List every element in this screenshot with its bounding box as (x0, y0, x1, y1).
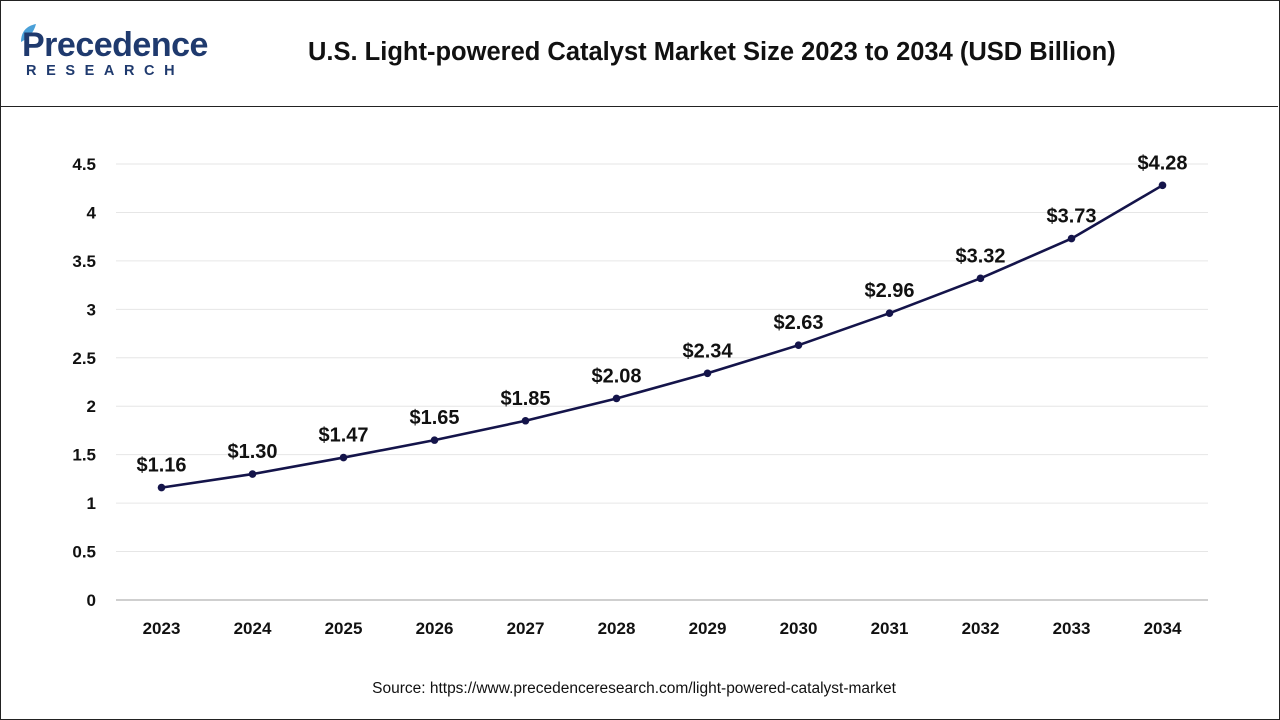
data-point (794, 341, 803, 349)
y-tick-label: 2.5 (72, 349, 96, 368)
x-tick-label: 2033 (1053, 619, 1091, 638)
source-note: Source: https://www.precedenceresearch.c… (372, 680, 896, 697)
brand-subtitle: RESEARCH (26, 63, 185, 79)
y-tick-label: 1 (87, 494, 96, 513)
chart-title: U.S. Light-powered Catalyst Market Size … (308, 38, 1116, 66)
data-label: $3.73 (1046, 206, 1096, 228)
data-label: $2.63 (773, 312, 823, 334)
y-tick-label: 4 (87, 203, 97, 222)
data-point (157, 483, 166, 492)
x-tick-label: 2030 (780, 619, 818, 638)
y-tick-label: 0.5 (72, 543, 96, 562)
brand-logo: Precedence RESEARCH (21, 24, 222, 84)
data-label: $1.47 (318, 425, 368, 447)
data-label: $1.65 (409, 407, 459, 429)
y-tick-label: 4.5 (72, 155, 96, 174)
data-point (976, 274, 985, 283)
data-point (612, 394, 621, 403)
data-label: $2.34 (682, 340, 733, 362)
x-tick-label: 2026 (416, 619, 454, 638)
data-label: $2.08 (591, 365, 641, 387)
data-label: $1.30 (227, 441, 277, 463)
data-label: $1.16 (136, 455, 186, 477)
y-tick-label: 2 (87, 397, 96, 416)
x-tick-label: 2031 (871, 619, 909, 638)
x-tick-label: 2029 (689, 619, 727, 638)
y-tick-label: 0 (87, 591, 96, 610)
data-point (339, 453, 348, 462)
x-tick-label: 2024 (234, 619, 272, 638)
x-tick-label: 2028 (598, 619, 636, 638)
data-point (885, 309, 894, 318)
data-label: $3.32 (955, 245, 1005, 267)
leaf-icon (21, 24, 36, 42)
x-tick-label: 2027 (507, 619, 545, 638)
data-point (521, 416, 530, 425)
y-tick-label: 3 (87, 300, 96, 319)
data-label: $4.28 (1137, 152, 1187, 174)
data-point (1158, 181, 1167, 190)
x-tick-label: 2023 (143, 619, 181, 638)
y-tick-label: 1.5 (72, 446, 96, 465)
data-point (1067, 234, 1076, 243)
x-tick-label: 2025 (325, 619, 363, 638)
x-tick-label: 2032 (962, 619, 1000, 638)
y-tick-label: 3.5 (72, 252, 96, 271)
brand-name: Precedence (22, 26, 208, 64)
data-point (430, 436, 439, 444)
header: Precedence RESEARCH U.S. Light-powered C… (0, 0, 1278, 107)
x-tick-label: 2034 (1144, 619, 1182, 638)
data-point (248, 470, 257, 478)
series-line (161, 184, 1164, 489)
data-point (703, 369, 712, 378)
data-label: $1.85 (500, 388, 550, 410)
data-label: $2.96 (864, 280, 914, 302)
